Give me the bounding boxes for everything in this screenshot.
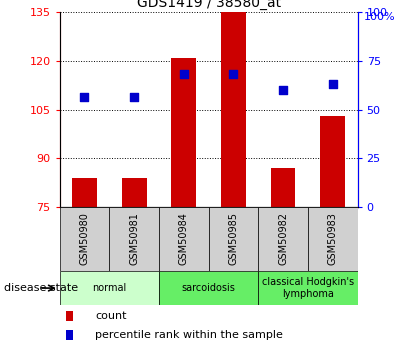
Bar	[65, 330, 73, 341]
Bar	[320, 116, 345, 207]
Text: GSM50983: GSM50983	[328, 213, 338, 265]
Bar	[159, 271, 258, 305]
Point	[230, 71, 237, 77]
Bar	[72, 178, 97, 207]
Point	[81, 94, 88, 99]
Bar	[258, 207, 308, 271]
Bar	[60, 271, 159, 305]
Point	[131, 94, 137, 99]
Text: GSM50980: GSM50980	[79, 213, 90, 265]
Text: classical Hodgkin's
lymphoma: classical Hodgkin's lymphoma	[262, 277, 354, 299]
Bar	[308, 207, 358, 271]
Text: GSM50985: GSM50985	[229, 213, 238, 265]
Text: percentile rank within the sample: percentile rank within the sample	[95, 330, 283, 340]
Text: 100%: 100%	[363, 12, 395, 22]
Bar	[159, 207, 208, 271]
Bar	[171, 58, 196, 207]
Point	[330, 81, 336, 86]
Point	[280, 87, 286, 93]
Point	[180, 71, 187, 77]
Bar	[60, 207, 109, 271]
Text: count: count	[95, 311, 127, 321]
Title: GDS1419 / 38580_at: GDS1419 / 38580_at	[136, 0, 281, 10]
Text: GSM50981: GSM50981	[129, 213, 139, 265]
Text: GSM50984: GSM50984	[179, 213, 189, 265]
Bar	[109, 207, 159, 271]
Bar	[221, 12, 246, 207]
Text: sarcoidosis: sarcoidosis	[182, 283, 236, 293]
Text: GSM50982: GSM50982	[278, 213, 288, 265]
Bar	[122, 178, 146, 207]
Bar	[258, 271, 358, 305]
Bar	[65, 311, 73, 322]
Text: normal: normal	[92, 283, 127, 293]
Bar	[208, 207, 258, 271]
Bar	[271, 168, 296, 207]
Text: disease state: disease state	[4, 283, 78, 293]
